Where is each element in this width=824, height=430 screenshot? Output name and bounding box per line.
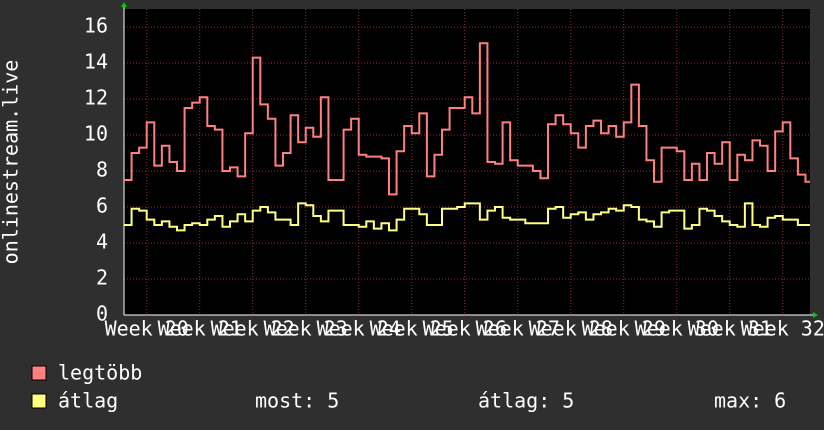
x-tick-label: Week 26	[423, 317, 507, 341]
stat-value: 5	[562, 389, 574, 413]
axis-arrow	[813, 312, 818, 318]
y-tick-label: 8	[96, 158, 108, 182]
x-tick-label: Week 23	[264, 317, 348, 341]
x-tick-label: Week 21	[158, 317, 242, 341]
legend-label: átlag	[58, 389, 118, 413]
legend-label: legtöbb	[58, 361, 142, 385]
y-tick-label: 12	[84, 86, 108, 110]
x-tick-label: Week 30	[635, 317, 719, 341]
stat-value: 5	[327, 389, 339, 413]
y-tick-label: 0	[96, 302, 108, 326]
legend-swatch	[31, 365, 47, 381]
stat-label: max:	[714, 389, 762, 413]
y-tick-label: 4	[96, 230, 108, 254]
x-tick-label: Week 20	[105, 317, 189, 341]
y-tick-label: 10	[84, 122, 108, 146]
legend-swatch	[31, 393, 47, 409]
x-tick-label: Week 27	[476, 317, 560, 341]
stat-value: 6	[774, 389, 786, 413]
x-tick-label: Week 31	[688, 317, 772, 341]
x-tick-label: Week 24	[317, 317, 401, 341]
x-tick-label: Week 29	[582, 317, 666, 341]
y-tick-label: 6	[96, 194, 108, 218]
y-tick-label: 2	[96, 266, 108, 290]
plot-area	[124, 9, 810, 315]
axis-arrow	[121, 2, 127, 7]
y-axis-label: onlinestream.live	[0, 60, 23, 265]
x-tick-label: Week 25	[370, 317, 454, 341]
series-line	[124, 202, 810, 232]
x-tick-label: Week 32	[741, 317, 824, 341]
x-tick-label: Week 22	[211, 317, 295, 341]
y-tick-label: 16	[84, 14, 108, 38]
stat-label: átlag:	[478, 389, 550, 413]
x-tick-label: Week 28	[529, 317, 613, 341]
stat-label: most:	[255, 389, 315, 413]
y-tick-label: 14	[84, 50, 108, 74]
series-line	[124, 42, 810, 196]
